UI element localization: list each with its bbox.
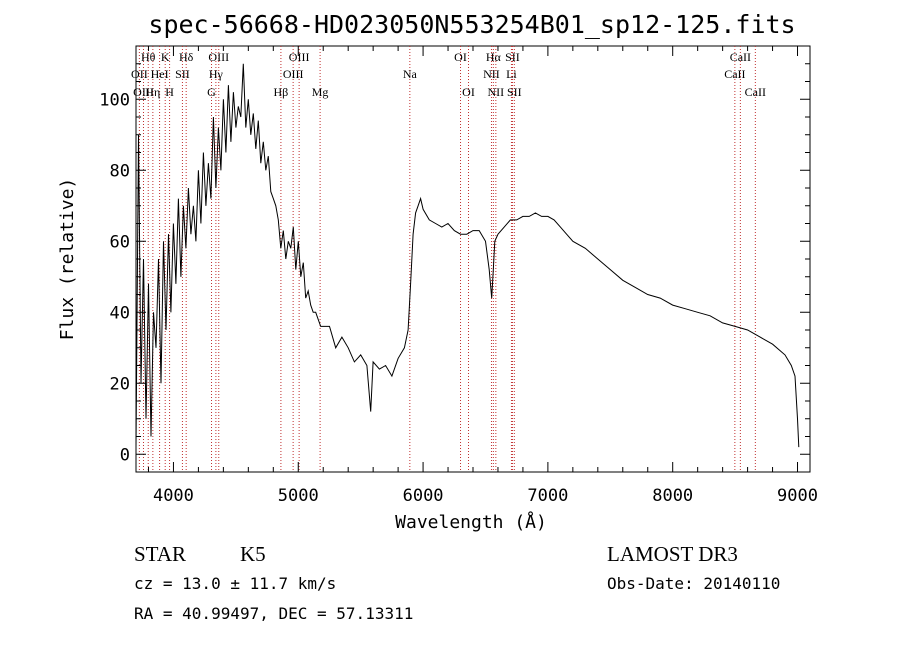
- reference-line-label: CaII: [724, 67, 745, 81]
- plot-frame: [135, 45, 811, 473]
- y-axis-label: Flux (relative): [57, 178, 78, 341]
- y-tick-label: 20: [110, 374, 130, 394]
- chart-title: spec-56668-HD023050N553254B01_sp12-125.f…: [148, 10, 795, 39]
- reference-line-label: H: [165, 85, 174, 99]
- reference-line-label: SII: [505, 50, 520, 64]
- y-tick-label: 0: [120, 445, 130, 465]
- reference-line-label: Mg: [312, 85, 329, 99]
- x-tick-label: 7000: [527, 486, 568, 506]
- x-tick-label: 6000: [403, 486, 444, 506]
- reference-line-label: Li: [506, 67, 517, 81]
- reference-line-label: SII: [175, 67, 190, 81]
- reference-line-label: OIII: [283, 67, 304, 81]
- y-tick-label: 60: [110, 232, 130, 252]
- x-tick-label: 8000: [652, 486, 693, 506]
- spectrum-line: [135, 63, 800, 448]
- reference-line-label: HeI: [151, 67, 169, 81]
- reference-line-label: NII: [488, 85, 505, 99]
- object-subclass: K5: [240, 542, 266, 566]
- ra-dec: RA = 40.99497, DEC = 57.13311: [134, 604, 413, 623]
- reference-lines: [138, 46, 756, 472]
- reference-line-label: CaII: [730, 50, 751, 64]
- reference-line-label: OIII: [208, 50, 229, 64]
- x-tick-label: 4000: [153, 486, 194, 506]
- reference-line-label: OIII: [289, 50, 310, 64]
- y-tick-label: 100: [99, 90, 130, 110]
- redshift-velocity: cz = 13.0 ± 11.7 km/s: [134, 574, 336, 593]
- reference-line-label: Hθ: [141, 50, 156, 64]
- x-tick-label: 5000: [278, 486, 319, 506]
- reference-line-label: Hβ: [274, 85, 289, 99]
- reference-line-label: OI: [454, 50, 467, 64]
- reference-line-label: Hγ: [209, 67, 224, 81]
- reference-line-label: OII: [131, 67, 148, 81]
- x-axis-ticks: 4000 5000 6000 7000 8000 9000: [147, 46, 818, 506]
- reference-line-label: OIII: [133, 85, 154, 99]
- x-tick-label: 9000: [777, 486, 818, 506]
- reference-line-label: Na: [403, 67, 418, 81]
- reference-line-label: G: [207, 85, 216, 99]
- reference-line-label: Hη: [145, 85, 160, 99]
- object-class: STAR: [134, 542, 186, 566]
- reference-line-label: OI: [462, 85, 475, 99]
- observation-date: Obs-Date: 20140110: [607, 574, 780, 593]
- y-axis-ticks: 0 20 40 60 80 100: [99, 63, 810, 465]
- reference-line-label: Hδ: [179, 50, 194, 64]
- y-tick-label: 80: [110, 161, 130, 181]
- y-tick-label: 40: [110, 303, 130, 323]
- survey-name: LAMOST DR3: [607, 542, 738, 566]
- reference-line-label: SII: [507, 85, 522, 99]
- reference-line-label: NII: [483, 67, 500, 81]
- reference-line-label: CaII: [745, 85, 766, 99]
- reference-line-label: Hα: [486, 50, 502, 64]
- reference-line-label: K: [161, 50, 170, 64]
- x-axis-label: Wavelength (Å): [395, 511, 547, 533]
